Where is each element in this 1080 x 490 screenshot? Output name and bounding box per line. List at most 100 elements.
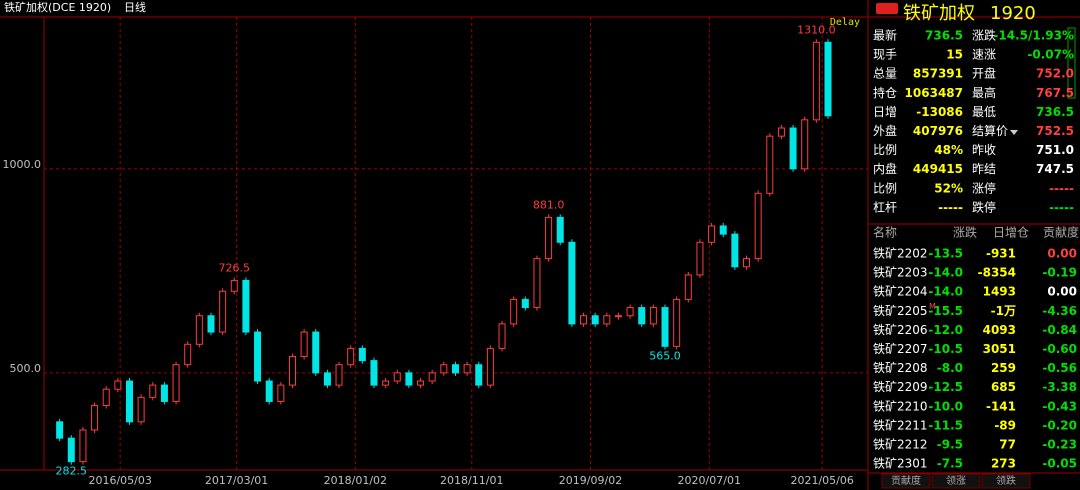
quote-label: 结算价 (972, 123, 1008, 138)
quote-value: 751.0 (1036, 143, 1074, 157)
oi-change: 3051 (983, 342, 1016, 356)
tab-label[interactable]: 领跌 (996, 474, 1016, 487)
candle (766, 135, 774, 194)
oi-change: -89 (994, 418, 1016, 432)
column-header: 日增仓 (993, 226, 1029, 240)
oi-change: -1万 (991, 304, 1016, 318)
column-header: 涨跌 (953, 225, 977, 240)
column-header: 名称 (873, 225, 897, 240)
quote-code: 1920 (990, 3, 1036, 24)
candle (91, 405, 99, 431)
contribution: -0.23 (1042, 438, 1077, 452)
candle (323, 372, 331, 386)
oi-change: 259 (991, 361, 1016, 375)
contribution: -0.20 (1042, 418, 1077, 432)
quote-label: 日增 (873, 105, 897, 119)
dropdown-icon[interactable] (1010, 130, 1018, 135)
quote-label: 最高 (972, 85, 996, 100)
value-label: 726.5 (219, 261, 251, 274)
contract-name[interactable]: 铁矿2208 (873, 361, 928, 375)
contribution: -3.38 (1042, 380, 1077, 394)
candle (614, 315, 622, 318)
candle (510, 298, 518, 325)
oi-change: 4093 (983, 323, 1016, 337)
candle (347, 347, 355, 366)
contract-name[interactable]: 铁矿2211 (873, 418, 928, 432)
tab-label[interactable]: 领涨 (946, 474, 966, 487)
contract-name[interactable]: 铁矿2204 (873, 285, 928, 299)
candle (475, 364, 483, 386)
candle (533, 258, 541, 309)
candle (719, 225, 727, 235)
candle (358, 347, 366, 362)
quote-value: 48% (934, 143, 963, 157)
quote-label: 比例 (873, 143, 897, 157)
contribution: -0.05 (1042, 457, 1077, 471)
candle (114, 380, 122, 390)
candle (288, 356, 296, 386)
quote-label: 昨结 (972, 162, 996, 176)
contract-name[interactable]: 铁矿2202 (873, 247, 928, 261)
contribution: -0.43 (1042, 399, 1077, 413)
change: -7.5 (937, 457, 963, 471)
candle (568, 241, 576, 325)
oi-change: 1493 (983, 285, 1016, 299)
candle (219, 290, 227, 333)
quote-label: 开盘 (972, 66, 996, 81)
tab-label[interactable]: 贡献度 (891, 474, 921, 487)
quote-label: 涨停 (972, 180, 996, 195)
quote-name: 铁矿加权 (903, 3, 975, 24)
scrollbar[interactable] (1067, 27, 1076, 99)
candle (626, 307, 634, 317)
quote-value: 767.5 (1036, 86, 1074, 100)
candle (754, 192, 762, 260)
candle (591, 315, 599, 325)
candle (242, 279, 250, 333)
contract-name[interactable]: 铁矿2209 (873, 380, 928, 394)
quote-label: 总量 (873, 67, 897, 81)
contract-name[interactable]: 铁矿2210 (873, 399, 928, 413)
contract-name[interactable]: 铁矿2206 (873, 323, 928, 337)
change: -15.5 (928, 304, 963, 318)
candle (521, 298, 529, 309)
contribution: 0.00 (1047, 247, 1077, 261)
contract-name[interactable]: 铁矿2203 (873, 266, 928, 280)
candle (370, 360, 378, 386)
badge (876, 3, 898, 14)
quote-value: 752.5 (1036, 124, 1074, 138)
quote-label: 杠杆 (873, 199, 897, 214)
quote-value: 736.5 (925, 29, 963, 43)
candle (708, 225, 716, 243)
tab[interactable] (881, 473, 931, 489)
tab[interactable] (981, 473, 1031, 489)
candle (812, 41, 820, 121)
contract-name[interactable]: 铁矿2301 (873, 457, 928, 471)
change: -10.5 (928, 342, 963, 356)
candle (137, 396, 145, 423)
contribution: -0.60 (1042, 342, 1077, 356)
contract-name[interactable]: 铁矿2212 (873, 438, 928, 452)
quote-value: 449415 (913, 162, 963, 176)
tab[interactable] (931, 473, 981, 489)
candle (195, 315, 203, 345)
contract-name[interactable]: 铁矿2207 (873, 342, 928, 356)
candle (125, 380, 133, 423)
x-tick-label: 2018/11/01 (440, 474, 503, 487)
quote-label: 最新 (873, 28, 897, 43)
candle (556, 216, 564, 243)
quote-label: 速涨 (972, 47, 996, 62)
quote-label: 持仓 (873, 85, 897, 100)
change: -14.0 (928, 266, 963, 280)
change: -11.5 (928, 418, 963, 432)
contribution: -0.84 (1042, 323, 1077, 337)
candle (417, 380, 425, 386)
quote-value: 407976 (913, 124, 963, 138)
contribution: -4.36 (1042, 304, 1077, 318)
candle (801, 119, 809, 170)
candle (440, 364, 448, 374)
header-period[interactable]: 日线 (124, 0, 146, 14)
quote-value: ----- (1049, 200, 1074, 214)
quote-label: 最低 (972, 105, 996, 119)
value-label: 1310.0 (797, 23, 836, 36)
contract-name[interactable]: 铁矿2205 (873, 304, 928, 318)
